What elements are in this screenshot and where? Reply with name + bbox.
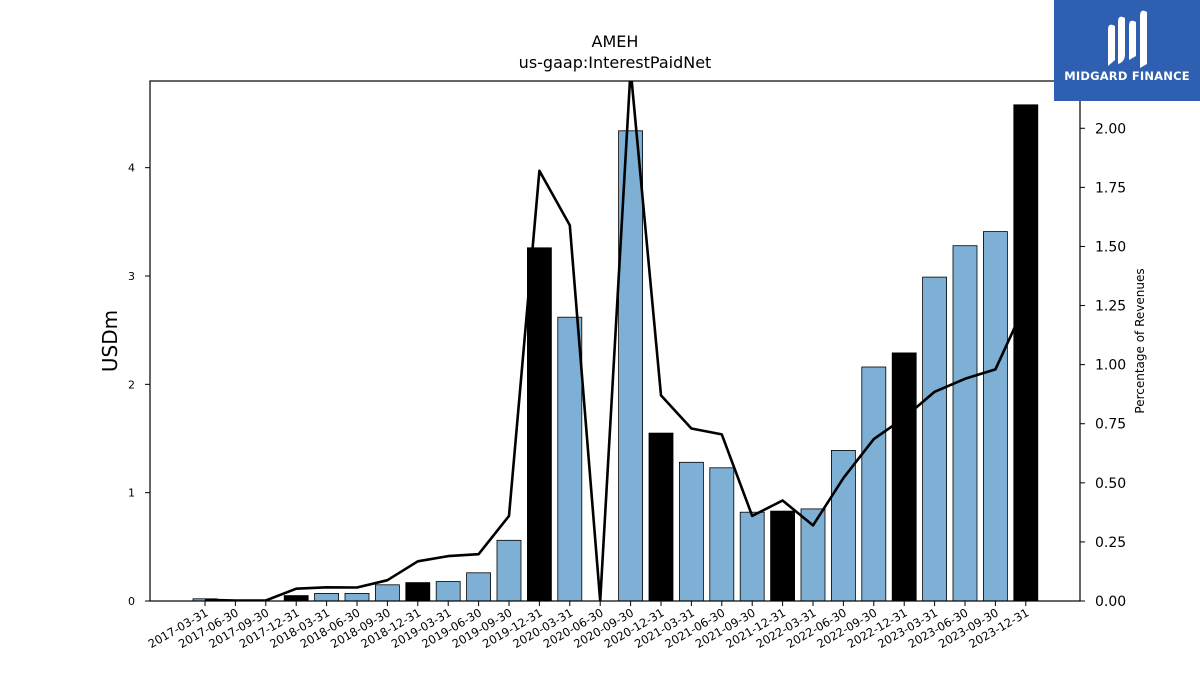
bar-2022-12-31 [891,352,917,602]
y-axis-label: USDm [98,310,122,372]
midgard-logo-icon [1108,10,1147,68]
y-tick-label-0: 0 [128,595,135,608]
chart-subtitle: us-gaap:InterestPaidNet [518,53,712,72]
bar-2018-06-30 [344,593,370,602]
y2-axis-label: Percentage of Revenues [1133,268,1147,413]
bar-2018-03-31 [314,593,340,602]
bar-2021-03-31 [679,461,704,602]
bar-2022-03-31 [800,508,826,602]
y2-tick-label-0.75: 0.75 [1095,417,1126,433]
brand-name: MIDGARD FINANCE [1064,69,1190,83]
bar-2017-12-31 [283,595,309,602]
bar-2022-06-30 [831,449,856,602]
bar-2021-12-31 [770,510,795,602]
ratio-line [204,81,1027,601]
chart-title: AMEH [591,32,639,51]
y2-tick-label-2.00: 2.00 [1095,121,1126,137]
y-tick-label-3: 3 [128,270,135,283]
bar-2021-09-30 [739,511,765,602]
bar-2023-09-30 [983,231,1008,602]
bar-2019-06-30 [466,572,492,602]
y2-tick-label-1.75: 1.75 [1095,180,1126,196]
bar-2018-09-30 [374,584,400,602]
bar-2019-03-31 [435,581,461,602]
y2-tick-label-1.00: 1.00 [1095,358,1126,374]
bar-2023-03-31 [922,276,947,602]
plot-frame [149,80,1081,602]
y-tick-label-4: 4 [128,162,135,175]
bar-2019-09-30 [496,539,522,602]
bar-2019-12-31 [527,247,552,602]
y2-tick-label-0.00: 0.00 [1095,594,1126,610]
y2-tick-label-1.50: 1.50 [1095,239,1126,255]
y2-tick-label-0.50: 0.50 [1095,476,1126,492]
bar-2022-09-30 [861,366,887,602]
bar-2020-12-31 [648,432,674,602]
y2-tick-label-0.25: 0.25 [1095,535,1126,551]
y2-tick-label-1.25: 1.25 [1095,299,1126,315]
brand-logo: MIDGARD FINANCE [1054,0,1200,101]
y-tick-label-2: 2 [128,378,135,391]
bar-2023-12-31 [1013,104,1039,602]
bar-2018-12-31 [405,582,431,602]
bar-2020-03-31 [557,316,583,602]
bar-2021-06-30 [709,467,735,602]
y-tick-label-1: 1 [128,487,135,500]
bar-2023-06-30 [952,245,978,602]
